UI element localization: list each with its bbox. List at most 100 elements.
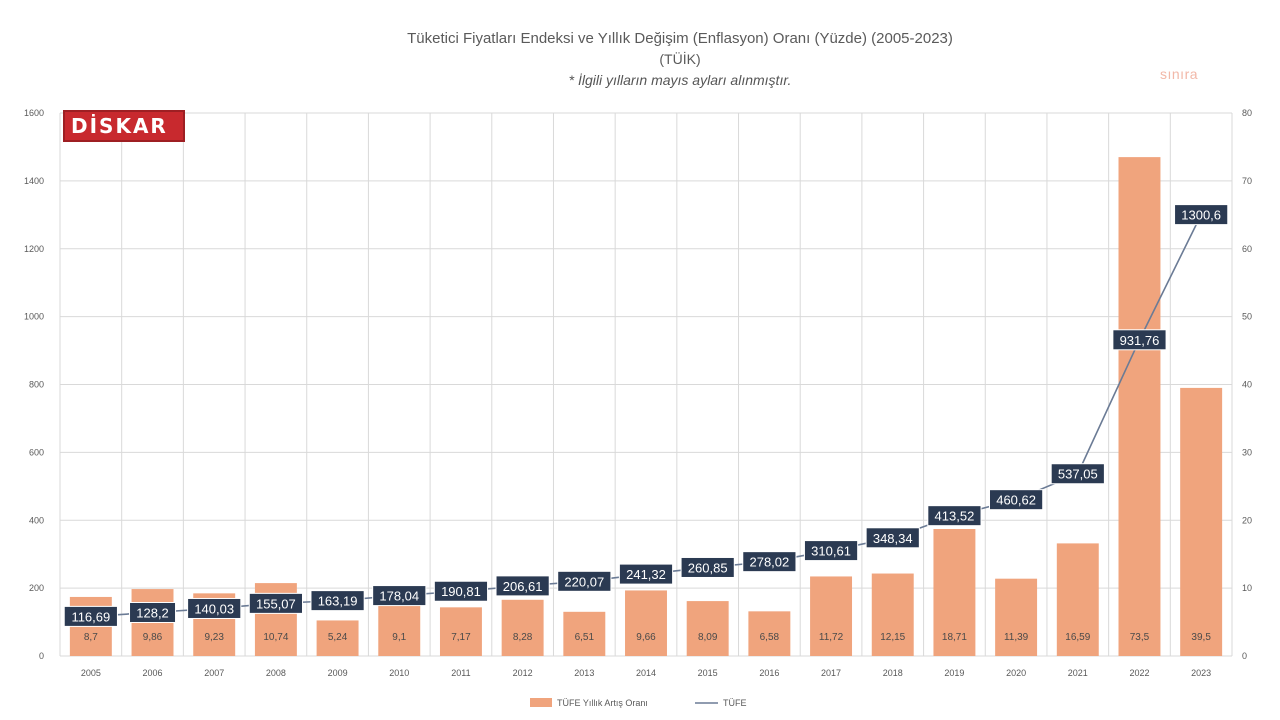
bar bbox=[439, 607, 482, 656]
y-right-tick-label: 80 bbox=[1242, 108, 1252, 118]
x-tick-label: 2018 bbox=[883, 668, 903, 678]
y-right-tick-label: 60 bbox=[1242, 244, 1252, 254]
y-left-tick-label: 1000 bbox=[24, 312, 44, 322]
line-series bbox=[88, 212, 1204, 619]
x-tick-label: 2008 bbox=[266, 668, 286, 678]
legend: TÜFE Yıllık Artış Oranı TÜFE bbox=[530, 698, 747, 708]
line-value-label-box bbox=[433, 580, 489, 602]
bar bbox=[810, 576, 853, 656]
line-value-label-box bbox=[618, 563, 674, 585]
y-left-tick-label: 200 bbox=[29, 583, 44, 593]
bar bbox=[933, 529, 976, 656]
legend-bar-swatch bbox=[530, 698, 552, 707]
line-value-label: 163,19 bbox=[318, 594, 358, 609]
x-tick-label: 2013 bbox=[574, 668, 594, 678]
bar-value-label: 9,86 bbox=[143, 632, 163, 643]
x-tick-label: 2011 bbox=[451, 668, 470, 678]
bar-value-label: 8,7 bbox=[84, 632, 98, 643]
bar-value-label: 11,39 bbox=[1004, 632, 1029, 643]
line-value-label: 348,34 bbox=[873, 531, 913, 546]
line-value-label-box bbox=[495, 575, 550, 597]
chart-title: Tüketici Fiyatları Endeksi ve Yıllık Değ… bbox=[407, 30, 953, 47]
watermark: sınıra bbox=[1160, 66, 1199, 82]
x-tick-label: 2019 bbox=[944, 668, 964, 678]
bar-value-label: 5,24 bbox=[328, 632, 348, 643]
bar-value-label: 10,74 bbox=[263, 632, 288, 643]
y-right-tick-label: 50 bbox=[1242, 312, 1252, 322]
line-value-label-box bbox=[187, 597, 242, 619]
y-right-tick-label: 20 bbox=[1242, 515, 1252, 525]
line-value-label-box bbox=[557, 570, 612, 592]
line-value-label: 260,85 bbox=[688, 560, 728, 575]
line-value-label: 190,81 bbox=[441, 584, 481, 599]
line-value-label-box bbox=[310, 590, 365, 612]
line-value-label-box bbox=[248, 592, 303, 614]
bar bbox=[501, 599, 544, 656]
line-value-label: 178,04 bbox=[379, 589, 419, 604]
bar bbox=[686, 601, 729, 656]
x-tick-label: 2009 bbox=[328, 668, 348, 678]
x-tick-label: 2005 bbox=[81, 668, 101, 678]
line-value-label: 460,62 bbox=[996, 493, 1036, 508]
bar-value-label: 11,72 bbox=[819, 632, 844, 643]
chart-note: * İlgili yılların mayıs ayları alınmıştı… bbox=[568, 72, 792, 88]
x-tick-label: 2020 bbox=[1006, 668, 1026, 678]
line-value-label-box bbox=[372, 585, 427, 607]
line-value-label-box bbox=[1174, 204, 1229, 226]
y-left-tick-label: 1400 bbox=[24, 176, 44, 186]
line-value-label: 206,61 bbox=[503, 579, 543, 594]
line-value-label: 1300,6 bbox=[1181, 208, 1221, 223]
line-value-label-box bbox=[1112, 329, 1167, 351]
chart-title-block: Tüketici Fiyatları Endeksi ve Yıllık Değ… bbox=[0, 28, 1280, 91]
x-tick-label: 2022 bbox=[1129, 668, 1149, 678]
x-tick-label: 2021 bbox=[1068, 668, 1088, 678]
line-value-label: 310,61 bbox=[811, 544, 851, 559]
line-value-label: 140,03 bbox=[194, 601, 234, 616]
line-value-label-box bbox=[680, 556, 735, 578]
line-value-label: 413,52 bbox=[935, 509, 975, 524]
line-value-label: 241,32 bbox=[626, 567, 666, 582]
chart-subtitle: (TÜİK) bbox=[659, 51, 701, 67]
line-value-label: 220,07 bbox=[564, 574, 604, 589]
y-right-tick-label: 0 bbox=[1242, 651, 1247, 661]
bar-value-label: 16,59 bbox=[1065, 632, 1090, 643]
bar-value-label: 6,51 bbox=[575, 632, 595, 643]
x-tick-label: 2015 bbox=[698, 668, 718, 678]
bar bbox=[1180, 387, 1223, 656]
bar bbox=[563, 611, 606, 656]
y-left-tick-label: 600 bbox=[29, 447, 44, 457]
data-labels: 8,7 9,86 9,23 10,74 5,24 9,1 7,17 8,28 6,51 9,66 8… bbox=[63, 204, 1229, 643]
bar-value-label: 39,5 bbox=[1191, 632, 1211, 643]
bar bbox=[625, 590, 667, 656]
bar-value-label: 7,17 bbox=[451, 632, 471, 643]
bar-value-label: 12,15 bbox=[880, 632, 905, 643]
line-value-label-box bbox=[1050, 463, 1105, 485]
bar-value-label: 9,23 bbox=[204, 632, 224, 643]
y-right-tick-label: 10 bbox=[1242, 583, 1252, 593]
bar-value-label: 6,58 bbox=[760, 632, 780, 643]
legend-bar-label: TÜFE Yıllık Artış Oranı bbox=[557, 698, 648, 708]
line-value-label-box bbox=[803, 540, 859, 562]
line-value-label-box bbox=[989, 489, 1044, 511]
y-right-tick-label: 40 bbox=[1242, 380, 1252, 390]
bar-value-label: 9,1 bbox=[392, 632, 406, 643]
bar-value-label: 8,28 bbox=[513, 632, 533, 643]
x-tick-label: 2014 bbox=[636, 668, 656, 678]
bar-value-label: 8,09 bbox=[698, 632, 718, 643]
x-tick-label: 2007 bbox=[204, 668, 224, 678]
bar bbox=[1118, 157, 1161, 656]
axes: 0 200 400 600 800 1000 1200 1400 1600 0 10 20 30 40 50… bbox=[24, 108, 1252, 678]
line-value-label-box bbox=[927, 505, 982, 527]
y-left-tick-label: 1200 bbox=[24, 244, 44, 254]
line-value-label: 128,2 bbox=[136, 605, 169, 620]
y-right-tick-label: 70 bbox=[1242, 176, 1252, 186]
line-value-label-box bbox=[129, 601, 177, 623]
line-value-label-box bbox=[865, 527, 920, 549]
grid bbox=[59, 112, 1233, 657]
x-tick-label: 2006 bbox=[143, 668, 163, 678]
y-left-tick-label: 800 bbox=[29, 380, 44, 390]
bar bbox=[748, 611, 791, 656]
line-value-label: 278,02 bbox=[749, 555, 789, 570]
x-tick-label: 2023 bbox=[1191, 668, 1211, 678]
line-value-label: 155,07 bbox=[256, 596, 296, 611]
